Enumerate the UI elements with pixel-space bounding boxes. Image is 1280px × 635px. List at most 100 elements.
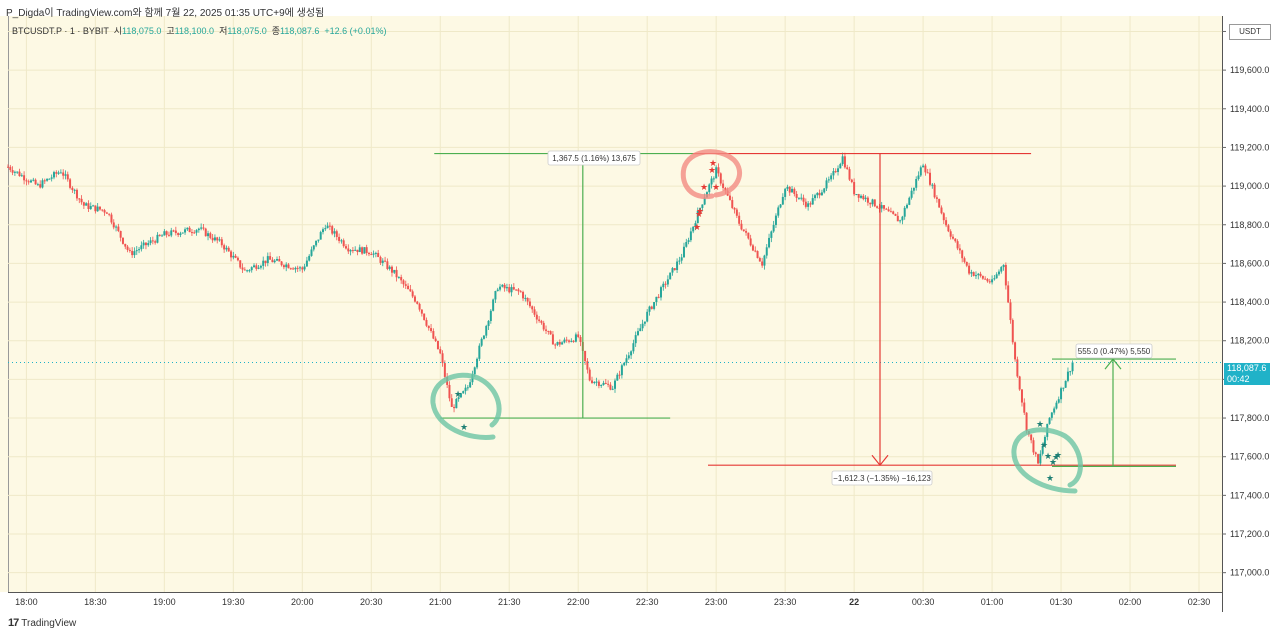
candle-body <box>404 284 407 286</box>
candle-body <box>273 260 276 263</box>
candle-body <box>87 203 90 209</box>
candle-body <box>855 194 858 196</box>
candle-body <box>310 249 313 256</box>
time-axis-pane <box>0 592 1222 612</box>
footer-brand[interactable]: 17 TradingView <box>8 617 76 629</box>
candle-body <box>1016 359 1019 377</box>
measure-1-label: 1,367.5 (1.16%) 13,675 <box>552 154 636 163</box>
candle-body <box>657 296 660 298</box>
measure-2-arrowhead <box>871 454 889 467</box>
candle-body <box>1018 376 1021 390</box>
measure-3-label: 555.0 (0.47%) 5,550 <box>1078 347 1151 356</box>
candle-body <box>213 237 216 241</box>
candle-body <box>602 382 605 385</box>
price-tick-label: 119,000.0 <box>1230 181 1269 191</box>
candle-body <box>50 177 53 179</box>
currency-badge[interactable]: USDT <box>1229 24 1271 40</box>
candle-body <box>791 188 794 193</box>
candle-body <box>540 320 543 323</box>
candle-body <box>32 179 35 181</box>
candle-body <box>512 287 515 290</box>
symbol-name[interactable]: BTCUSDT.P · 1 · BYBIT <box>12 26 109 36</box>
candle-body <box>517 289 520 292</box>
candle-body <box>301 267 304 270</box>
candle-body <box>600 384 603 386</box>
time-tick-label: 20:30 <box>360 597 383 607</box>
candle-body <box>542 322 545 330</box>
candle-body <box>786 186 789 189</box>
time-tick-label: 01:30 <box>1050 597 1073 607</box>
candle-body <box>814 195 817 199</box>
candle-body <box>682 246 685 258</box>
candle-body <box>232 255 235 258</box>
time-tick-label: 02:00 <box>1119 597 1142 607</box>
candle-body <box>1039 453 1042 464</box>
candle-body <box>779 204 782 208</box>
candle-body <box>39 184 42 188</box>
candle-body <box>850 179 853 183</box>
candle-body <box>1064 380 1067 388</box>
candle-body <box>75 189 78 199</box>
candle-body <box>765 247 768 256</box>
candle-body <box>717 167 720 174</box>
candle-body <box>719 173 722 184</box>
candle-body <box>995 274 998 279</box>
candle-body <box>1034 452 1037 455</box>
candle-body <box>158 234 161 236</box>
candle-body <box>1043 436 1046 446</box>
candle-body <box>1048 417 1051 424</box>
candle-body <box>57 172 60 174</box>
candle-body <box>496 289 499 292</box>
candle-body <box>423 313 426 320</box>
candle-body <box>595 381 598 383</box>
candle-body <box>687 240 690 243</box>
star-marker-icon: ★ <box>708 165 716 175</box>
candle-body <box>864 197 867 200</box>
candle-body <box>627 355 630 359</box>
candle-body <box>646 311 649 322</box>
candle-body <box>356 249 359 253</box>
candle-body <box>193 232 196 234</box>
candle-body <box>669 272 672 280</box>
candle-body <box>924 165 927 173</box>
candle-body <box>1004 264 1007 286</box>
candle-body <box>579 337 582 342</box>
candle-body <box>1020 389 1023 403</box>
candle-body <box>568 340 571 342</box>
candle-body <box>972 272 975 276</box>
candle-body <box>351 250 354 252</box>
candle-body <box>25 180 28 182</box>
highlight-circle-top <box>680 149 742 200</box>
candle-body <box>632 343 635 352</box>
candle-body <box>832 171 835 176</box>
candle-body <box>834 171 837 173</box>
candle-body <box>781 196 784 205</box>
measure-2-label: −1,612.3 (−1.35%) −16,123 <box>833 474 931 483</box>
candle-body <box>227 247 230 252</box>
candle-body <box>740 223 743 230</box>
price-tick-label: 117,200.0 <box>1230 529 1269 539</box>
candle-body <box>473 367 476 375</box>
close-value: 118,087.6 <box>280 26 320 36</box>
candle-body <box>55 172 58 174</box>
star-marker-icon: ★ <box>700 182 708 192</box>
price-tick-label: 119,200.0 <box>1230 142 1269 152</box>
candle-body <box>211 237 214 241</box>
candle-body <box>1002 264 1005 268</box>
star-marker-icon: ★ <box>1040 440 1048 450</box>
time-tick-label: 02:30 <box>1188 597 1211 607</box>
candle-body <box>186 227 189 230</box>
candle-body <box>883 205 886 209</box>
candle-body <box>945 220 948 226</box>
candle-body <box>200 227 203 229</box>
candle-body <box>23 175 26 181</box>
candle-body <box>184 229 187 233</box>
candle-body <box>997 271 1000 275</box>
candle-body <box>395 269 398 278</box>
candle-body <box>416 301 419 304</box>
candle-body <box>328 225 331 227</box>
candle-body <box>108 213 111 215</box>
candle-body <box>653 301 656 309</box>
